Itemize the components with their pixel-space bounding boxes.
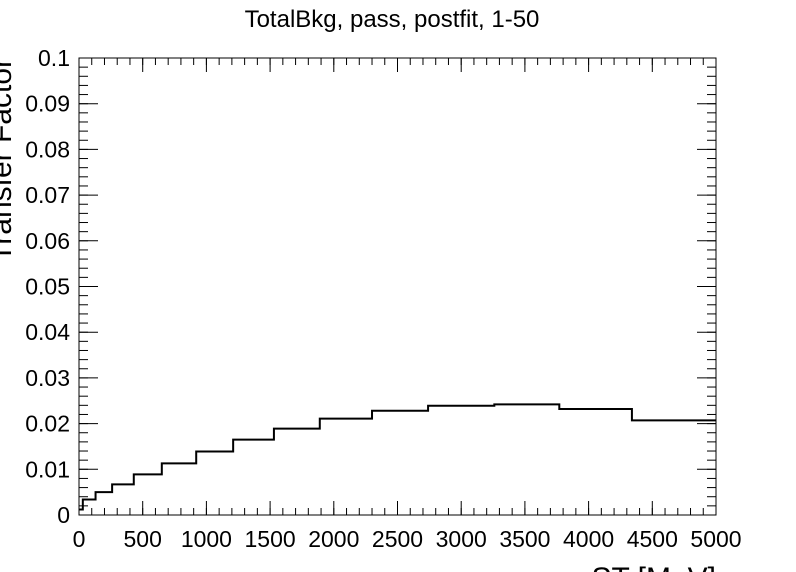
axis-ticks: [78, 57, 717, 516]
y-tick-label: 0.09: [25, 91, 70, 117]
x-tick-label: 0: [73, 526, 86, 552]
x-tick-label: 2000: [308, 526, 359, 552]
x-tick-label: 2500: [372, 526, 423, 552]
tick-labels: 0 500 1000 1500 2000 2500 3000 3500 4000 4500 5000…: [25, 45, 741, 552]
y-tick-label: 0.08: [25, 136, 70, 162]
y-tick-label: 0.01: [25, 456, 70, 482]
y-tick-label: 0.05: [25, 274, 70, 300]
y-tick-label: 0.02: [25, 411, 70, 437]
chart-title: TotalBkg, pass, postfit, 1-50: [245, 6, 540, 33]
y-tick-label: 0: [57, 502, 70, 528]
x-tick-label: 4500: [627, 526, 678, 552]
y-tick-label: 0.1: [38, 45, 70, 71]
histogram-step-line: [79, 403, 716, 511]
y-axis-label: Transfer Factor: [0, 58, 18, 262]
x-tick-label: 3500: [499, 526, 550, 552]
x-tick-label: 1500: [245, 526, 296, 552]
y-tick-label: 0.07: [25, 182, 70, 208]
y-tick-label: 0.04: [25, 319, 70, 345]
x-axis-label: ST [MeV]: [592, 562, 716, 572]
plot-frame: [78, 57, 717, 516]
y-tick-label: 0.06: [25, 228, 70, 254]
x-tick-label: 3000: [436, 526, 487, 552]
y-tick-label: 0.03: [25, 365, 70, 391]
x-tick-label: 1000: [181, 526, 232, 552]
x-tick-label: 4000: [563, 526, 614, 552]
x-tick-label: 5000: [690, 526, 741, 552]
x-tick-label: 500: [124, 526, 162, 552]
